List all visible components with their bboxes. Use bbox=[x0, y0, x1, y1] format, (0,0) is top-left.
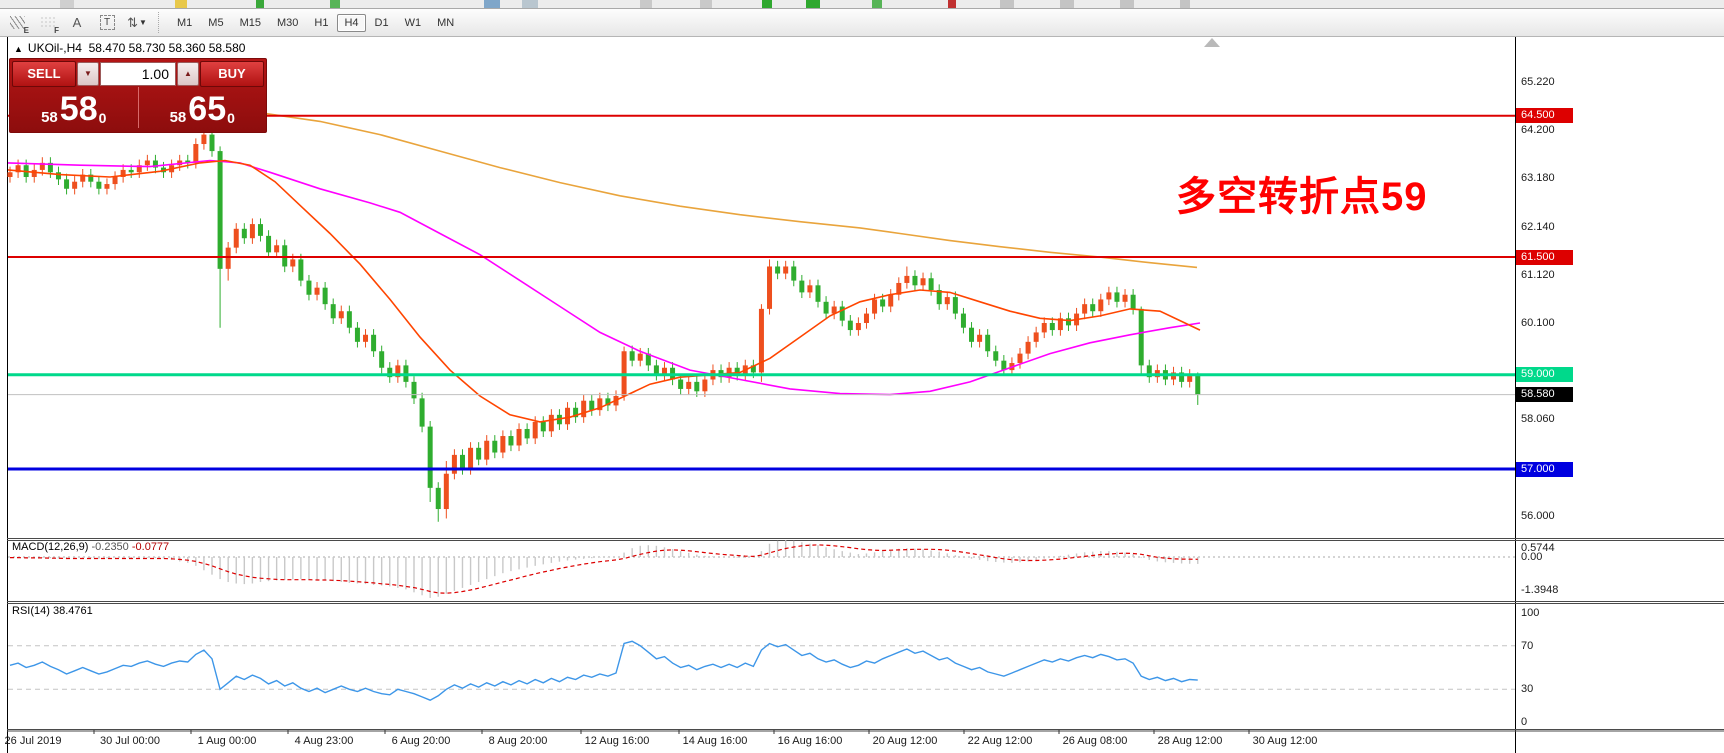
chevron-down-icon: ▼ bbox=[138, 18, 147, 27]
time-axis-label: 6 Aug 20:00 bbox=[391, 735, 451, 747]
price-axis-label: 64.200 bbox=[1521, 123, 1555, 136]
bid-price-display[interactable]: 58 58 0 bbox=[10, 87, 139, 128]
time-axis-label: 8 Aug 20:00 bbox=[488, 735, 548, 747]
time-axis-label: 1 Aug 00:00 bbox=[197, 735, 257, 747]
time-axis-label: 30 Jul 00:00 bbox=[100, 735, 160, 747]
buy-button[interactable]: BUY bbox=[200, 61, 264, 87]
ask-price-display[interactable]: 58 65 0 bbox=[169, 90, 235, 129]
sell-button[interactable]: SELL bbox=[12, 61, 76, 87]
level-badge-64.500: 64.500 bbox=[1516, 108, 1573, 124]
time-axis-label: 14 Aug 16:00 bbox=[682, 735, 748, 747]
rsi-value: 38.4761 bbox=[52, 605, 93, 617]
indicator-axis-label: 30 bbox=[1521, 683, 1534, 695]
volume-decrease-button[interactable]: ▼ bbox=[77, 62, 99, 86]
price-axis-label: 61.120 bbox=[1521, 268, 1555, 281]
timeframe-button-m15[interactable]: M15 bbox=[233, 14, 268, 32]
indicator-axis-label: 0.00 bbox=[1521, 551, 1543, 563]
chart-symbol-title: ▲ UKOil-,H4 58.470 58.730 58.360 58.580 bbox=[14, 41, 245, 55]
indicator-axis-label: -1.3948 bbox=[1521, 584, 1559, 596]
indicator-axis-label: 70 bbox=[1521, 640, 1534, 652]
price-axis-label: 62.140 bbox=[1521, 220, 1555, 233]
time-axis-label: 16 Aug 16:00 bbox=[777, 735, 843, 747]
time-axis-label: 12 Aug 16:00 bbox=[584, 735, 650, 747]
macd-signal-line bbox=[10, 544, 1198, 594]
timeframe-button-d1[interactable]: D1 bbox=[368, 14, 396, 32]
symbol-name: UKOil-,H4 bbox=[27, 41, 82, 55]
toolbar-separator bbox=[158, 12, 165, 33]
timeframe-button-h4[interactable]: H4 bbox=[337, 14, 366, 32]
indicator-axis-label: 0.5744 bbox=[1521, 542, 1555, 554]
level-badge-59.000: 59.000 bbox=[1516, 367, 1573, 383]
time-axis-label: 28 Aug 12:00 bbox=[1157, 735, 1223, 747]
time-axis-label: 4 Aug 23:00 bbox=[294, 735, 354, 747]
text-box-icon[interactable]: T bbox=[94, 11, 120, 34]
timeframe-button-h1[interactable]: H1 bbox=[307, 14, 335, 32]
symbol-ohlc: 58.470 58.730 58.360 58.580 bbox=[88, 41, 246, 55]
macd-signal-value: -0.0777 bbox=[131, 541, 170, 553]
timeframe-button-mn[interactable]: MN bbox=[430, 14, 461, 32]
level-badge-57.000: 57.000 bbox=[1516, 461, 1573, 477]
indicator-axis-label: 100 bbox=[1521, 607, 1540, 619]
volume-input[interactable] bbox=[100, 62, 176, 86]
indicator-axis-label: 0 bbox=[1521, 716, 1528, 728]
chart-text-annotation: 多空转折点59 bbox=[1176, 175, 1428, 219]
price-axis-label: 56.000 bbox=[1521, 510, 1555, 523]
equidistant-channel-icon[interactable]: E bbox=[4, 11, 30, 35]
ma-slow bbox=[264, 112, 1198, 269]
rsi-indicator-label: RSI(14) 38.4761 bbox=[12, 605, 93, 617]
text-label-icon[interactable]: A bbox=[72, 15, 82, 30]
rsi-line bbox=[9, 640, 1198, 701]
timeframe-button-w1[interactable]: W1 bbox=[398, 14, 429, 32]
price-axis-label: 65.220 bbox=[1521, 75, 1555, 88]
clipped-toolbar-icons bbox=[0, 0, 1724, 9]
timeframe-button-m5[interactable]: M5 bbox=[201, 14, 230, 32]
ma-fast bbox=[7, 159, 1201, 423]
price-axis-label: 63.180 bbox=[1521, 171, 1555, 184]
time-axis-label: 26 Aug 08:00 bbox=[1062, 735, 1128, 747]
symbol-collapse-icon[interactable]: ▲ bbox=[14, 44, 23, 54]
price-axis-label: 58.060 bbox=[1521, 413, 1555, 426]
time-axis-label: 22 Aug 12:00 bbox=[967, 735, 1033, 747]
bid-price-badge: 58.580 bbox=[1516, 387, 1573, 403]
timeframe-button-m30[interactable]: M30 bbox=[270, 14, 305, 32]
timeframe-buttons: M1 M5 M15 M30 H1 H4 D1 W1 MN bbox=[169, 13, 462, 32]
level-badge-61.500: 61.500 bbox=[1516, 249, 1573, 265]
time-axis-label: 26 Jul 2019 bbox=[4, 735, 62, 747]
autoscroll-marker-icon[interactable] bbox=[1204, 38, 1220, 47]
toolbar: E F A T ⇅ ▼ M1 M5 M15 M30 H1 H4 D1 W1 MN bbox=[0, 9, 1724, 37]
time-axis-label: 20 Aug 12:00 bbox=[872, 735, 938, 747]
fibonacci-grid-icon[interactable]: F bbox=[34, 11, 60, 35]
macd-indicator-label: MACD(12,26,9) -0.2350 -0.0777 bbox=[12, 541, 170, 553]
time-axis-label: 30 Aug 12:00 bbox=[1252, 735, 1318, 747]
volume-increase-button[interactable]: ▲ bbox=[177, 62, 199, 86]
price-axis-label: 60.100 bbox=[1521, 317, 1555, 329]
macd-main-value: -0.2350 bbox=[91, 541, 129, 553]
arrange-objects-icon[interactable]: ⇅ ▼ bbox=[127, 14, 147, 30]
timeframe-button-m1[interactable]: M1 bbox=[170, 14, 199, 32]
